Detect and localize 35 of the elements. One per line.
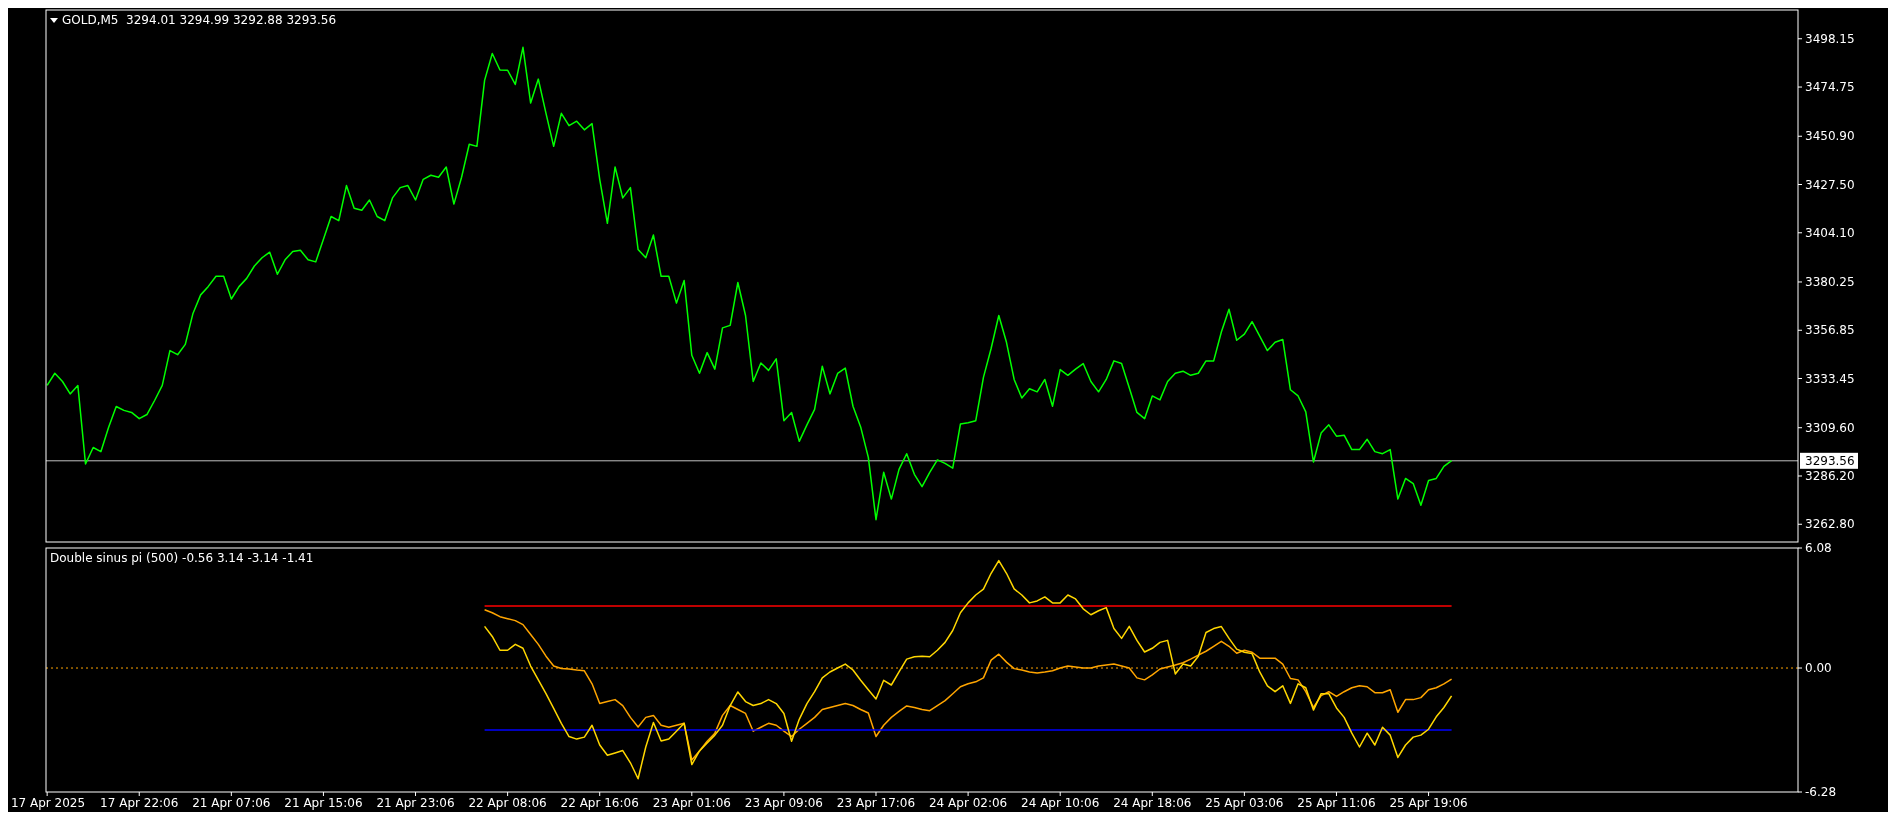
x-tick-label: 24 Apr 18:06 xyxy=(1113,796,1192,810)
x-tick-label: 21 Apr 07:06 xyxy=(192,796,271,810)
y-tick-label: 3427.50 xyxy=(1805,177,1855,192)
y-tick-label: 3404.10 xyxy=(1805,225,1855,240)
y-tick-label: 3286.20 xyxy=(1805,469,1855,484)
chart-title: GOLD,M5 3294.01 3294.99 3292.88 3293.56 xyxy=(62,13,337,27)
y-tick-label: 6.08 xyxy=(1805,541,1832,556)
x-tick-label: 23 Apr 17:06 xyxy=(836,796,916,810)
x-tick-label: 23 Apr 01:06 xyxy=(652,796,731,810)
x-tick-label: 24 Apr 02:06 xyxy=(928,796,1008,810)
y-tick-label: 3380.25 xyxy=(1805,275,1855,290)
x-tick-label: 21 Apr 15:06 xyxy=(284,796,363,810)
x-tick-label: 25 Apr 19:06 xyxy=(1389,796,1468,810)
y-tick-label: -6.28 xyxy=(1805,785,1837,800)
x-tick-label: 17 Apr 22:06 xyxy=(100,796,179,810)
x-tick-label: 25 Apr 03:06 xyxy=(1205,796,1284,810)
line-series xyxy=(483,559,1453,780)
x-tick-label: 25 Apr 11:06 xyxy=(1297,796,1376,810)
y-tick-label: 3450.90 xyxy=(1805,129,1855,144)
x-tick-label: 23 Apr 09:06 xyxy=(744,796,824,810)
y-tick-label: 3333.45 xyxy=(1805,371,1855,386)
x-tick-label: 22 Apr 08:06 xyxy=(468,796,547,810)
y-tick-label: 3309.60 xyxy=(1805,420,1855,435)
y-tick-label: 3498.15 xyxy=(1805,31,1855,46)
x-tick-label: 17 Apr 2025 xyxy=(10,796,86,810)
chart-title: Double sinus pi (500) -0.56 3.14 -3.14 -1.41 xyxy=(50,551,314,565)
x-tick-label: 21 Apr 23:06 xyxy=(376,796,455,810)
y-tick-label: 3356.85 xyxy=(1805,323,1855,338)
y-tick-label: 3262.80 xyxy=(1805,517,1855,532)
x-tick-label: 24 Apr 10:06 xyxy=(1021,796,1100,810)
ref-line-label: 3293.56 xyxy=(1805,454,1855,469)
line-series xyxy=(46,46,1453,521)
x-tick-label: 22 Apr 16:06 xyxy=(560,796,639,810)
y-tick-label: 0.00 xyxy=(1805,661,1832,676)
y-tick-label: 3474.75 xyxy=(1805,80,1855,95)
